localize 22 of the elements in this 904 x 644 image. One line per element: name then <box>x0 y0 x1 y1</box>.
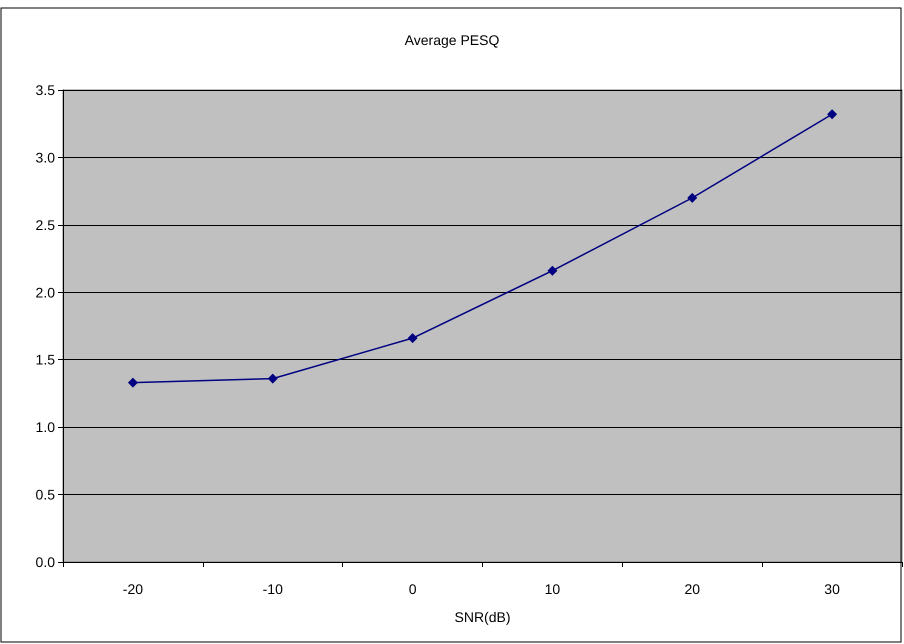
point <box>827 109 838 120</box>
x-tick-label: 0 <box>408 581 417 597</box>
chart-title: Average PESQ <box>404 32 500 48</box>
x-tick-label: 30 <box>824 581 840 597</box>
y-tick-label: 1.0 <box>36 419 56 436</box>
y-tick-label: 0.5 <box>36 486 56 503</box>
y-tick-label: 0.0 <box>36 554 56 570</box>
y-tick-label: 3.5 <box>36 82 56 98</box>
x-tick-label: 10 <box>544 581 560 597</box>
point <box>687 192 698 203</box>
point <box>128 378 138 388</box>
x-tick-label: -20 <box>122 581 144 597</box>
y-tick-label: 1.5 <box>36 352 56 368</box>
x-tick-label: 20 <box>684 581 700 597</box>
point <box>408 333 418 344</box>
y-tick-label: 3.0 <box>36 149 56 166</box>
y-tick-label: 2.0 <box>36 284 56 300</box>
point <box>547 266 558 276</box>
point <box>268 374 278 384</box>
x-tick-label: -10 <box>262 581 284 597</box>
y-tick-label: 2.5 <box>36 216 56 233</box>
x-axis-title: SNR(dB) <box>454 609 511 625</box>
